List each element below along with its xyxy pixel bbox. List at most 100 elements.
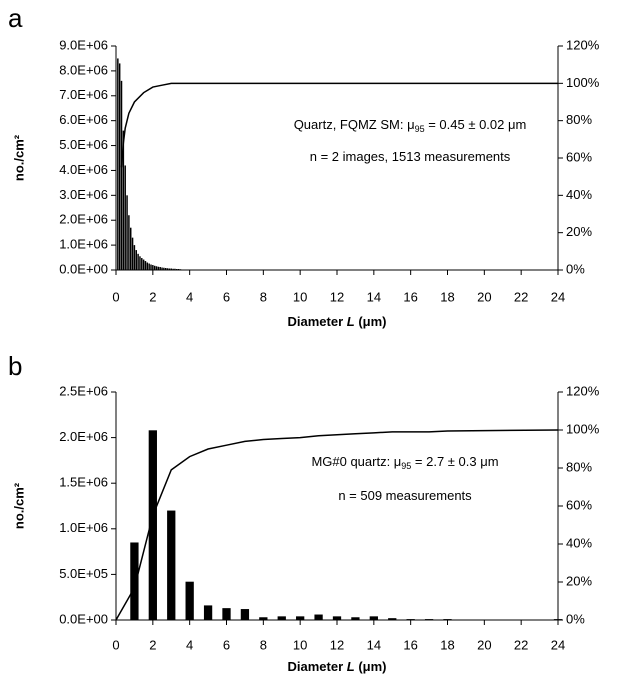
- annotation-part: n = 2 images, 1513 measurements: [310, 149, 511, 164]
- x-tick-label: 0: [112, 637, 119, 652]
- y2-tick-label: 80%: [566, 459, 592, 474]
- x-tick-label: 14: [367, 637, 381, 652]
- x-tick-label: 4: [186, 637, 193, 652]
- annotation: Quartz, FQMZ SM: μ95 = 0.45 ± 0.02 μm: [294, 117, 527, 134]
- x-tick-label: 18: [440, 637, 454, 652]
- bar: [148, 263, 150, 270]
- y2-tick-label: 60%: [566, 149, 592, 164]
- y2-tick-label: 20%: [566, 224, 592, 239]
- annotation-subscript: 95: [415, 124, 425, 134]
- x-tick-label: 24: [551, 637, 565, 652]
- bar: [170, 268, 172, 270]
- bar: [159, 267, 161, 270]
- x-tick-label: 16: [403, 637, 417, 652]
- y-tick-label: 2.0E+06: [59, 429, 108, 444]
- y2-tick-label: 120%: [566, 37, 600, 52]
- y-axis-label: no./cm²: [11, 134, 26, 181]
- bar: [168, 268, 171, 270]
- x-tick-label: 14: [367, 289, 381, 304]
- annotation-subscript: 95: [401, 461, 411, 471]
- bar: [118, 63, 121, 270]
- bar: [152, 265, 154, 270]
- x-axis-label-part: (μm): [355, 659, 387, 674]
- bar: [174, 268, 176, 270]
- bar: [185, 581, 194, 620]
- y2-tick-label: 80%: [566, 112, 592, 127]
- bar: [148, 430, 157, 620]
- x-tick-label: 8: [260, 289, 267, 304]
- x-tick-label: 8: [260, 637, 267, 652]
- bar: [144, 261, 147, 270]
- x-tick-label: 2: [149, 637, 156, 652]
- annotation-part: n = 509 measurements: [338, 488, 472, 503]
- annotation: n = 509 measurements: [338, 488, 472, 503]
- bar: [314, 614, 323, 620]
- y-tick-label: 0.0E+00: [59, 611, 108, 626]
- bar: [141, 258, 143, 270]
- y2-tick-label: 40%: [566, 187, 592, 202]
- bar: [369, 616, 378, 620]
- bar: [167, 510, 176, 620]
- x-axis-label: Diameter L (μm): [288, 314, 387, 329]
- bar: [142, 259, 145, 270]
- x-axis-label-part: Diameter: [288, 314, 347, 329]
- bar: [135, 250, 137, 270]
- x-tick-label: 4: [186, 289, 193, 304]
- y-tick-label: 3.0E+06: [59, 187, 108, 202]
- bar: [406, 619, 415, 620]
- annotation: MG#0 quartz: μ95 = 2.7 ± 0.3 μm: [311, 454, 498, 471]
- bar: [240, 609, 250, 620]
- annotation: n = 2 images, 1513 measurements: [310, 149, 511, 164]
- annotation-part: = 0.45 ± 0.02 μm: [425, 117, 527, 132]
- x-tick-label: 6: [223, 637, 230, 652]
- bar: [146, 262, 149, 270]
- x-tick-label: 10: [293, 289, 307, 304]
- y-tick-label: 0.0E+00: [59, 261, 108, 276]
- bar: [296, 616, 305, 620]
- bar: [128, 215, 130, 270]
- annotation-part: = 2.7 ± 0.3 μm: [411, 454, 498, 469]
- y-tick-label: 9.0E+06: [59, 37, 108, 52]
- bar: [150, 264, 152, 270]
- bar: [139, 256, 141, 270]
- x-axis-label-part: L: [347, 314, 355, 329]
- y2-tick-label: 100%: [566, 75, 600, 90]
- bar: [163, 267, 165, 270]
- bar: [126, 195, 128, 270]
- panel-label: b: [8, 351, 22, 381]
- x-tick-label: 2: [149, 289, 156, 304]
- bar: [553, 619, 563, 620]
- bar: [130, 542, 139, 620]
- x-tick-label: 20: [477, 289, 491, 304]
- y-tick-label: 1.0E+06: [59, 237, 108, 252]
- annotation-part: MG#0 quartz: μ: [311, 454, 401, 469]
- y-tick-label: 2.0E+06: [59, 212, 108, 227]
- x-tick-label: 20: [477, 637, 491, 652]
- x-axis-label-part: (μm): [355, 314, 387, 329]
- y-tick-label: 5.0E+05: [59, 566, 108, 581]
- x-tick-label: 0: [112, 289, 119, 304]
- bar: [259, 617, 268, 620]
- y2-tick-label: 120%: [566, 383, 600, 398]
- y-tick-label: 5.0E+06: [59, 137, 108, 152]
- bar: [277, 616, 286, 620]
- y2-tick-label: 0%: [566, 261, 585, 276]
- x-tick-label: 24: [551, 289, 565, 304]
- y-tick-label: 6.0E+06: [59, 112, 108, 127]
- x-axis-label: Diameter L (μm): [288, 659, 387, 674]
- y-tick-label: 2.5E+06: [59, 383, 108, 398]
- x-tick-label: 6: [223, 289, 230, 304]
- y2-tick-label: 40%: [566, 535, 592, 550]
- bar: [122, 130, 125, 270]
- bar: [161, 267, 163, 270]
- bar: [137, 253, 139, 270]
- x-tick-label: 22: [514, 289, 528, 304]
- y-tick-label: 1.0E+06: [59, 520, 108, 535]
- x-tick-label: 12: [330, 637, 344, 652]
- x-axis-label-part: L: [347, 659, 355, 674]
- y-tick-label: 4.0E+06: [59, 162, 108, 177]
- y-axis-label: no./cm²: [11, 482, 26, 529]
- bar: [177, 269, 180, 270]
